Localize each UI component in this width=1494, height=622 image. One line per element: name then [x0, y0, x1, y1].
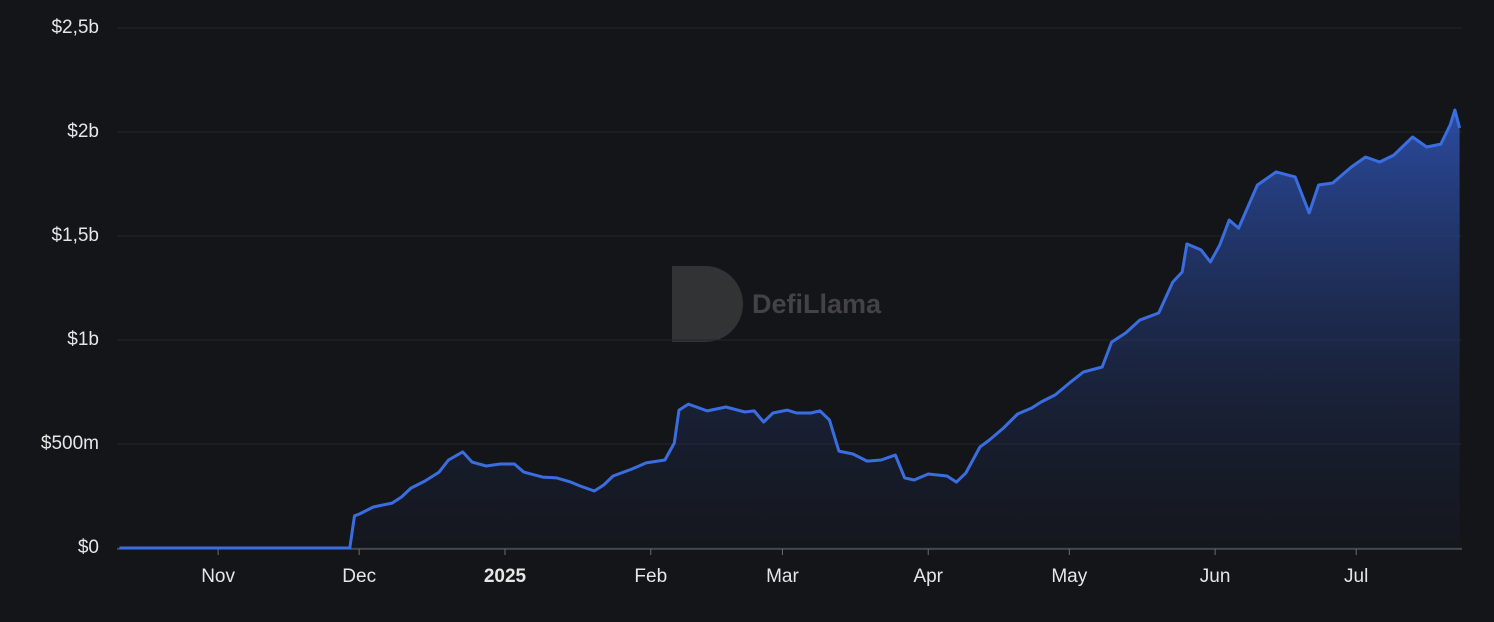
- y-tick-label: $2b: [67, 121, 99, 142]
- x-tick-label: Jun: [1200, 566, 1231, 587]
- watermark: DefiLlama: [672, 266, 882, 342]
- line: [119, 108, 1462, 550]
- x-tick-label: 2025: [484, 566, 527, 587]
- x-tick-label: Jul: [1344, 566, 1368, 587]
- x-tick-label: Dec: [342, 566, 376, 587]
- y-tick-label: $0: [78, 537, 99, 558]
- area-fill: [119, 110, 1460, 548]
- x-tick-label: Apr: [913, 566, 943, 587]
- y-tick-label: $1b: [67, 329, 99, 350]
- x-tick-label: Feb: [634, 566, 667, 587]
- x-tick-label: Nov: [201, 566, 235, 587]
- x-tick-label: Mar: [766, 566, 799, 587]
- x-tick-label: May: [1051, 566, 1087, 587]
- y-tick-label: $2,5b: [51, 17, 99, 38]
- y-tick-label: $1,5b: [51, 225, 99, 246]
- watermark-text: DefiLlama: [752, 289, 882, 319]
- y-tick-label: $500m: [41, 433, 99, 454]
- watermark-logo: [672, 266, 743, 342]
